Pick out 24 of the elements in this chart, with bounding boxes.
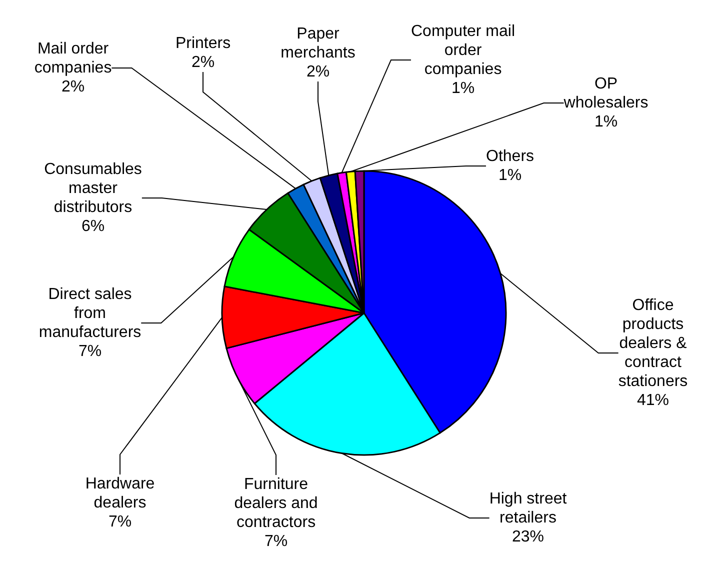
- slice-label: High street retailers: [489, 490, 568, 526]
- slice-label: Others: [486, 148, 534, 165]
- data-label: 2%: [191, 54, 215, 71]
- data-label: 1%: [451, 80, 475, 97]
- slice-label: Mail order companies: [34, 40, 112, 76]
- slice-label: Office products dealers & contract stationers: [618, 297, 688, 390]
- data-label: 7%: [108, 514, 132, 530]
- slice-label: Hardware dealers: [85, 476, 155, 512]
- slice-label: Direct sales from manufacturers: [38, 286, 142, 341]
- data-label: 2%: [306, 64, 330, 80]
- data-label: 6%: [81, 218, 105, 235]
- slice-label: Furniture dealers and contractors: [234, 476, 318, 531]
- data-label: 41%: [636, 392, 670, 409]
- slice-label: OP wholesalers: [562, 76, 648, 112]
- data-label: 7%: [264, 533, 288, 550]
- data-label: 1%: [498, 167, 522, 184]
- data-label: 23%: [512, 528, 544, 546]
- slice-label: Paper merchants: [280, 26, 356, 62]
- data-label: 7%: [78, 343, 102, 360]
- data-label: 1%: [594, 114, 618, 130]
- slice-label: Printers: [175, 35, 231, 52]
- slice-label: Consumables master distributors: [44, 161, 142, 216]
- data-label: 2%: [61, 78, 85, 96]
- slice-label: Computer mail order companies: [410, 23, 516, 78]
